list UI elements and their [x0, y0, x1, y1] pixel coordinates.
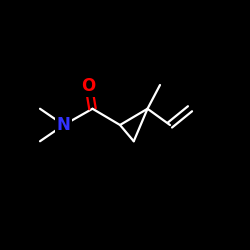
Text: N: N	[57, 116, 71, 134]
Text: O: O	[82, 77, 96, 95]
